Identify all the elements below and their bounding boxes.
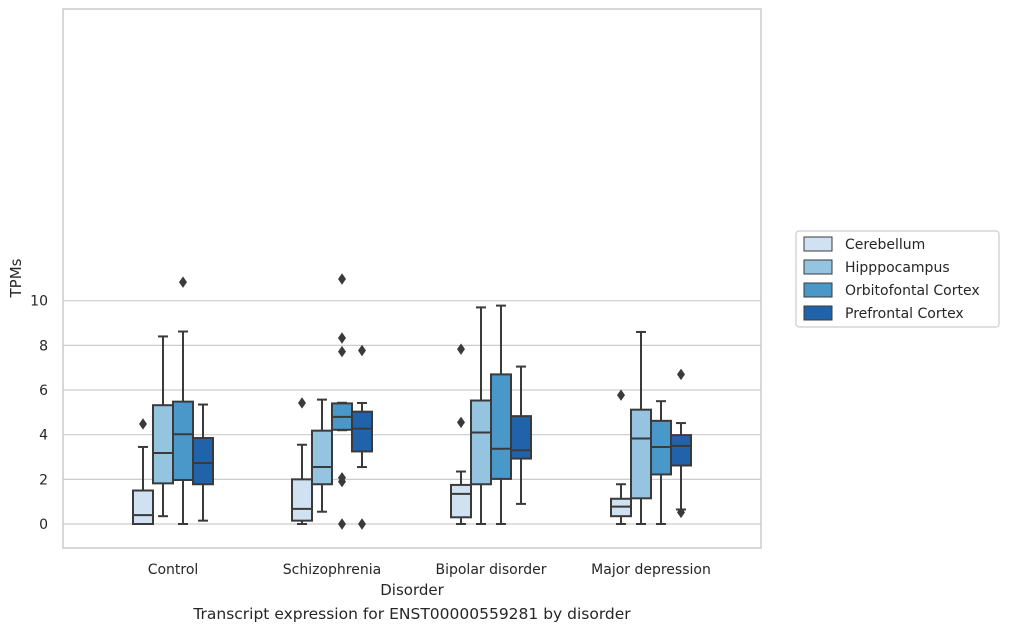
iqr-box <box>490 373 512 480</box>
legend: Cerebellum Hipppocampus Orbitofontal Corte… <box>795 230 1000 328</box>
iqr-box <box>630 408 652 500</box>
outlier-point <box>677 506 685 519</box>
x-axis-title: Disorder <box>380 581 444 599</box>
legend-label: Hipppocampus <box>845 260 950 276</box>
outlier-point <box>298 397 306 409</box>
iqr-box <box>132 489 154 526</box>
iqr-box <box>291 478 313 522</box>
plot-frame <box>62 8 762 549</box>
legend-swatch <box>803 282 833 298</box>
legend-frame <box>795 230 1000 328</box>
box-cerebellum-0 <box>132 418 154 526</box>
outlier-point <box>179 276 187 288</box>
y-tick-label: 8 <box>39 338 48 354</box>
outlier-point <box>457 416 465 429</box>
x-tick-label: Schizophrenia <box>283 562 381 578</box>
box-prefrontal-cortex-3 <box>670 368 692 519</box>
iqr-box <box>172 400 194 482</box>
box-cerebellum-3 <box>610 389 632 525</box>
x-tick-label: Major depression <box>591 562 711 578</box>
box-prefrontal-cortex-0 <box>192 403 214 522</box>
legend-label: Orbitofontal Cortex <box>845 283 980 299</box>
y-axis-title: TPMs <box>7 258 25 298</box>
outlier-point <box>677 368 685 381</box>
outlier-point <box>338 273 346 285</box>
legend-swatch <box>803 259 833 275</box>
iqr-box <box>311 429 333 486</box>
y-axis-ticks: 0 2 4 6 8 10 <box>30 294 48 533</box>
legend-swatch <box>803 305 833 321</box>
y-tick-label: 4 <box>39 428 48 444</box>
iqr-box <box>470 399 492 486</box>
iqr-box <box>670 434 692 467</box>
legend-label: Prefrontal Cortex <box>845 306 964 322</box>
box-cerebellum-1 <box>291 397 313 525</box>
chart-caption: Transcript expression for ENST0000055928… <box>193 605 631 623</box>
box-orbitofontal-cortex-3 <box>650 400 672 525</box>
y-tick-label: 0 <box>39 517 48 533</box>
box-cerebellum-2 <box>450 343 472 525</box>
outlier-point <box>358 518 366 530</box>
legend-label: Cerebellum <box>845 237 925 253</box>
legend-swatch <box>803 236 833 252</box>
outlier-point <box>457 343 465 355</box>
y-tick-label: 2 <box>39 472 48 488</box>
iqr-box <box>510 415 532 460</box>
iqr-box <box>351 410 373 453</box>
iqr-box <box>152 404 174 485</box>
box-hipppocampus-1 <box>311 398 333 513</box>
outlier-point <box>617 389 625 401</box>
box-prefrontal-cortex-2 <box>510 365 532 505</box>
box-hipppocampus-3 <box>630 330 652 525</box>
y-tick-label: 10 <box>30 294 48 310</box>
outlier-point <box>338 345 346 358</box>
outlier-point <box>338 518 346 530</box>
outlier-point <box>139 418 147 430</box>
box-prefrontal-cortex-1 <box>351 344 373 530</box>
iqr-box <box>192 437 214 486</box>
x-tick-label: Control <box>148 562 199 578</box>
box-plots <box>132 273 692 530</box>
x-tick-label: Bipolar disorder <box>435 562 546 578</box>
outlier-point <box>338 332 346 344</box>
outlier-point <box>358 344 366 357</box>
outlier-point <box>338 472 346 484</box>
x-axis-ticks: Control Schizophrenia Bipolar disorder Majo… <box>148 562 711 578</box>
iqr-box <box>450 483 472 519</box>
y-tick-label: 6 <box>39 383 48 399</box>
